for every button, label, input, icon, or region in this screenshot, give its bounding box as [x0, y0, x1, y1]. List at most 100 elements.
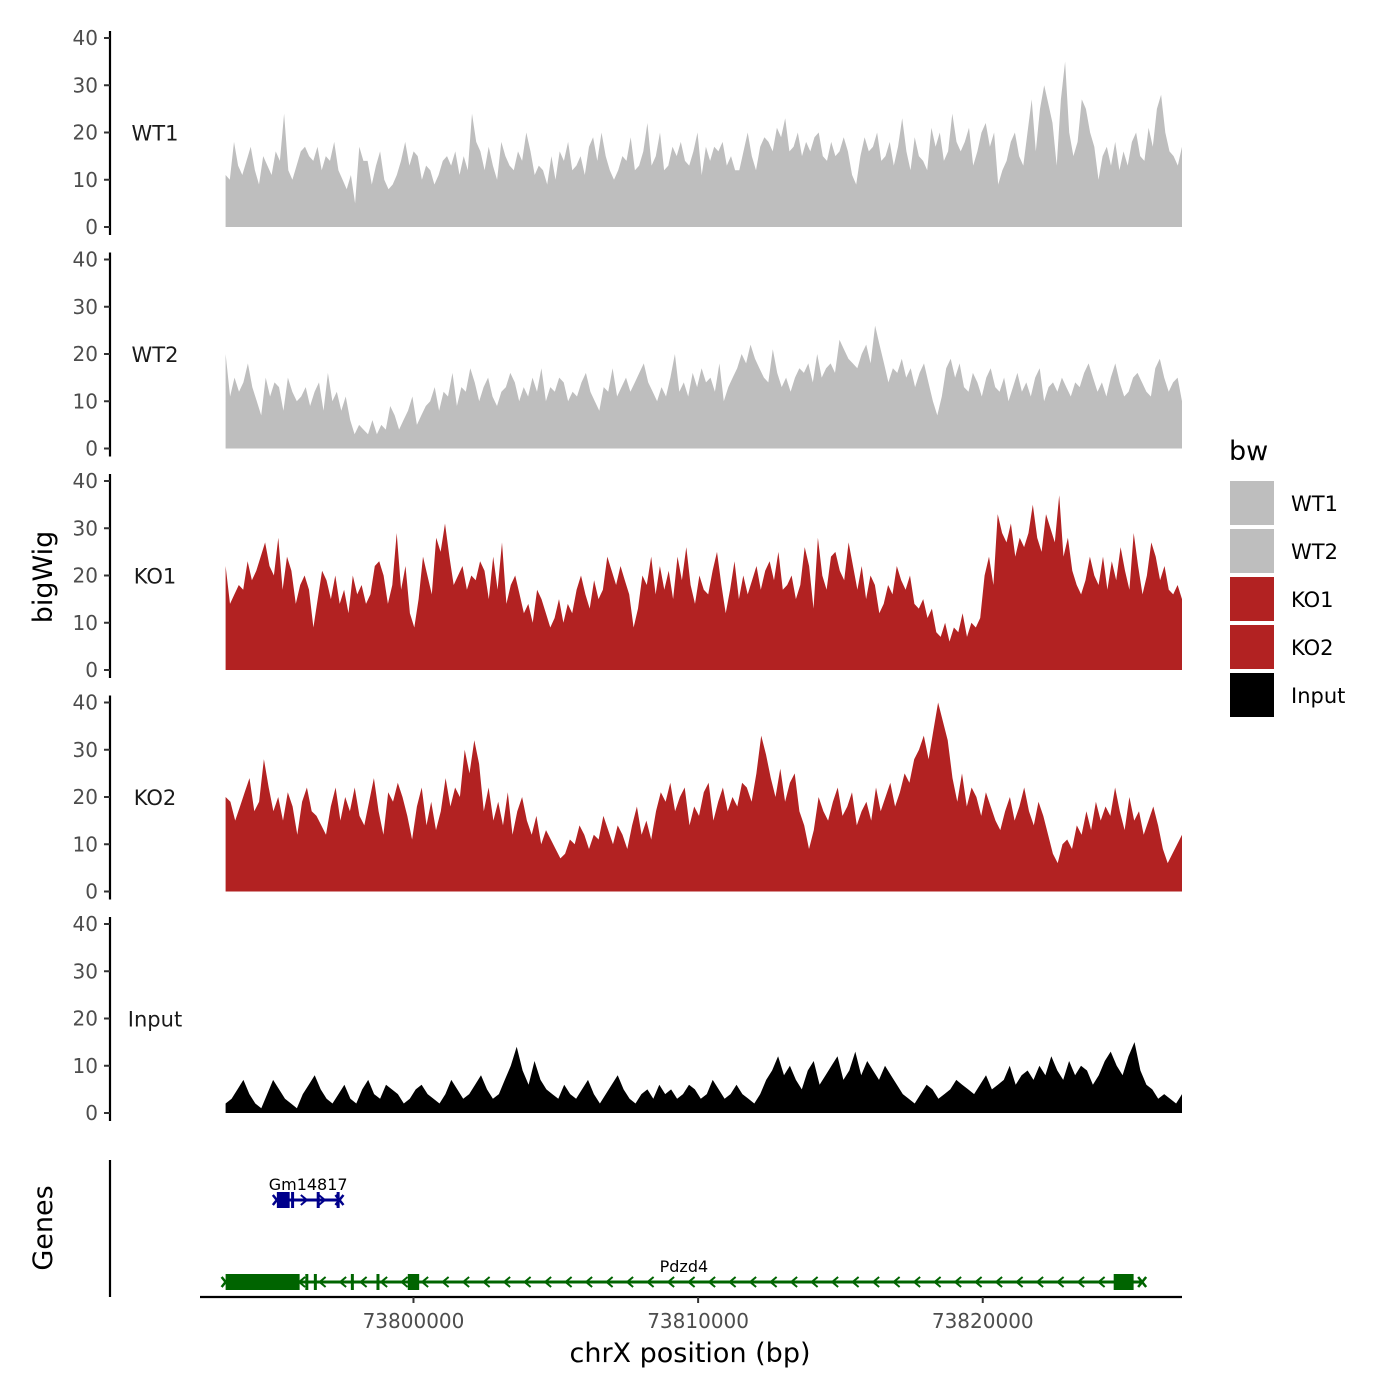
legend-swatch [1228, 479, 1276, 527]
legend-label: WT2 [1291, 540, 1338, 564]
strand-arrow [605, 1276, 614, 1288]
legend-label: Input [1291, 684, 1345, 708]
y-tick-label: 40 [73, 26, 98, 50]
y-tick-label: 0 [85, 880, 98, 904]
gene-label-pdzd4: Pdzd4 [660, 1257, 709, 1276]
legend-item-ko1: KO1 [1228, 575, 1334, 623]
y-tick-label: 30 [73, 959, 98, 983]
gene-label-gm14817: Gm14817 [269, 1175, 348, 1194]
y-tick-label: 0 [85, 1101, 98, 1125]
legend-item-wt2: WT2 [1228, 527, 1338, 575]
legend-title: bw [1229, 436, 1268, 467]
gene-end-marker [220, 1276, 231, 1288]
strand-arrow [400, 1276, 409, 1288]
x-axis-title: chrX position (bp) [569, 1338, 810, 1369]
strand-arrow [810, 1276, 819, 1288]
legend-swatch [1228, 575, 1276, 623]
x-tick-label: 73820000 [932, 1309, 1034, 1333]
gene-track: Gm14817 Pdzd4 [108, 1160, 1148, 1297]
strand-arrow [543, 1276, 552, 1288]
y-tick-label: 30 [73, 738, 98, 762]
y-tick-label: 10 [73, 1054, 98, 1078]
strand-arrow [482, 1276, 491, 1288]
strand-arrow [769, 1276, 778, 1288]
strand-arrow [974, 1276, 983, 1288]
strand-arrow [300, 1194, 309, 1206]
strand-arrow [707, 1276, 716, 1288]
y-tick-label: 0 [85, 215, 98, 239]
y-tick-label: 20 [73, 342, 98, 366]
legend-item-input: Input [1228, 671, 1345, 719]
y-tick-label: 20 [73, 785, 98, 809]
track-label-wt1: WT1 [132, 122, 179, 146]
exon [407, 1274, 420, 1290]
y-tick-label: 30 [73, 516, 98, 540]
strand-arrow [728, 1276, 737, 1288]
strand-arrow [912, 1276, 921, 1288]
y-tick-label: 40 [73, 912, 98, 936]
strand-arrow [625, 1276, 634, 1288]
legend-swatch [1228, 671, 1276, 719]
strand-arrow [1097, 1276, 1106, 1288]
strand-arrow [420, 1276, 429, 1288]
y-tick-label: 0 [85, 658, 98, 682]
legend-item-ko2: KO2 [1228, 623, 1334, 671]
strand-arrow [1076, 1276, 1085, 1288]
track-label-ko1: KO1 [134, 565, 177, 589]
strand-arrow [318, 1194, 327, 1206]
y-tick-label: 40 [73, 691, 98, 715]
strand-arrow [646, 1276, 655, 1288]
strand-arrow [564, 1276, 573, 1288]
strand-arrow [441, 1276, 450, 1288]
exon [376, 1274, 380, 1290]
gene-end-marker [271, 1194, 282, 1206]
exon [316, 1192, 320, 1208]
strand-arrow [502, 1276, 511, 1288]
x-tick-label: 73810000 [647, 1309, 749, 1333]
strand-arrow [338, 1276, 347, 1288]
strand-arrow [584, 1276, 593, 1288]
strand-arrow [1035, 1276, 1044, 1288]
legend-label: KO1 [1291, 588, 1334, 612]
strand-arrow [830, 1276, 839, 1288]
y-tick-label: 20 [73, 121, 98, 145]
gene-pdzd4: Pdzd4 [220, 1257, 1148, 1290]
strand-arrow [933, 1276, 942, 1288]
exon [1113, 1274, 1134, 1290]
strand-arrow [666, 1276, 675, 1288]
strand-arrow [318, 1276, 327, 1288]
coverage-area-ko1 [225, 495, 1183, 670]
strand-arrow [994, 1276, 1003, 1288]
x-axis: 73800000 73810000 73820000 [200, 1295, 1182, 1333]
legend-label: WT1 [1291, 492, 1338, 516]
y-tick-label: 40 [73, 469, 98, 493]
track-ko2: 0 10 20 30 40 KO2 [73, 691, 1183, 904]
coverage-area-ko2 [225, 702, 1183, 892]
gene-end-marker [334, 1194, 345, 1206]
track-wt2: 0 10 20 30 40 WT2 [73, 248, 1183, 461]
strand-arrow [687, 1276, 696, 1288]
y-tick-label: 20 [73, 1007, 98, 1031]
strand-arrow [379, 1276, 388, 1288]
exon [291, 1192, 295, 1208]
strand-arrow [748, 1276, 757, 1288]
bigwig-tracks: 0 10 20 30 40 WT1 0 10 20 30 40 WT2 0 10 20 30 40 KO1 0 10 2… [73, 26, 1183, 1125]
gene-gm14817: Gm14817 [269, 1175, 348, 1208]
y-tick-label: 30 [73, 73, 98, 97]
strand-arrow [523, 1276, 532, 1288]
y-tick-label: 10 [73, 611, 98, 635]
y-tick-label: 10 [73, 832, 98, 856]
x-tick-label: 73800000 [363, 1309, 465, 1333]
y-axis-title: bigWig [28, 531, 59, 624]
track-wt1: 0 10 20 30 40 WT1 [73, 26, 1183, 239]
genes-axis-title: Genes [28, 1185, 59, 1270]
strand-arrow [1056, 1276, 1065, 1288]
strand-arrow [461, 1276, 470, 1288]
strand-arrow [789, 1276, 798, 1288]
legend-item-wt1: WT1 [1228, 479, 1338, 527]
gene-end-marker [1137, 1276, 1148, 1288]
track-ko1: 0 10 20 30 40 KO1 [73, 469, 1183, 682]
legend: bw WT1 WT2 KO1 KO2 Input [1228, 436, 1345, 719]
strand-arrow [892, 1276, 901, 1288]
